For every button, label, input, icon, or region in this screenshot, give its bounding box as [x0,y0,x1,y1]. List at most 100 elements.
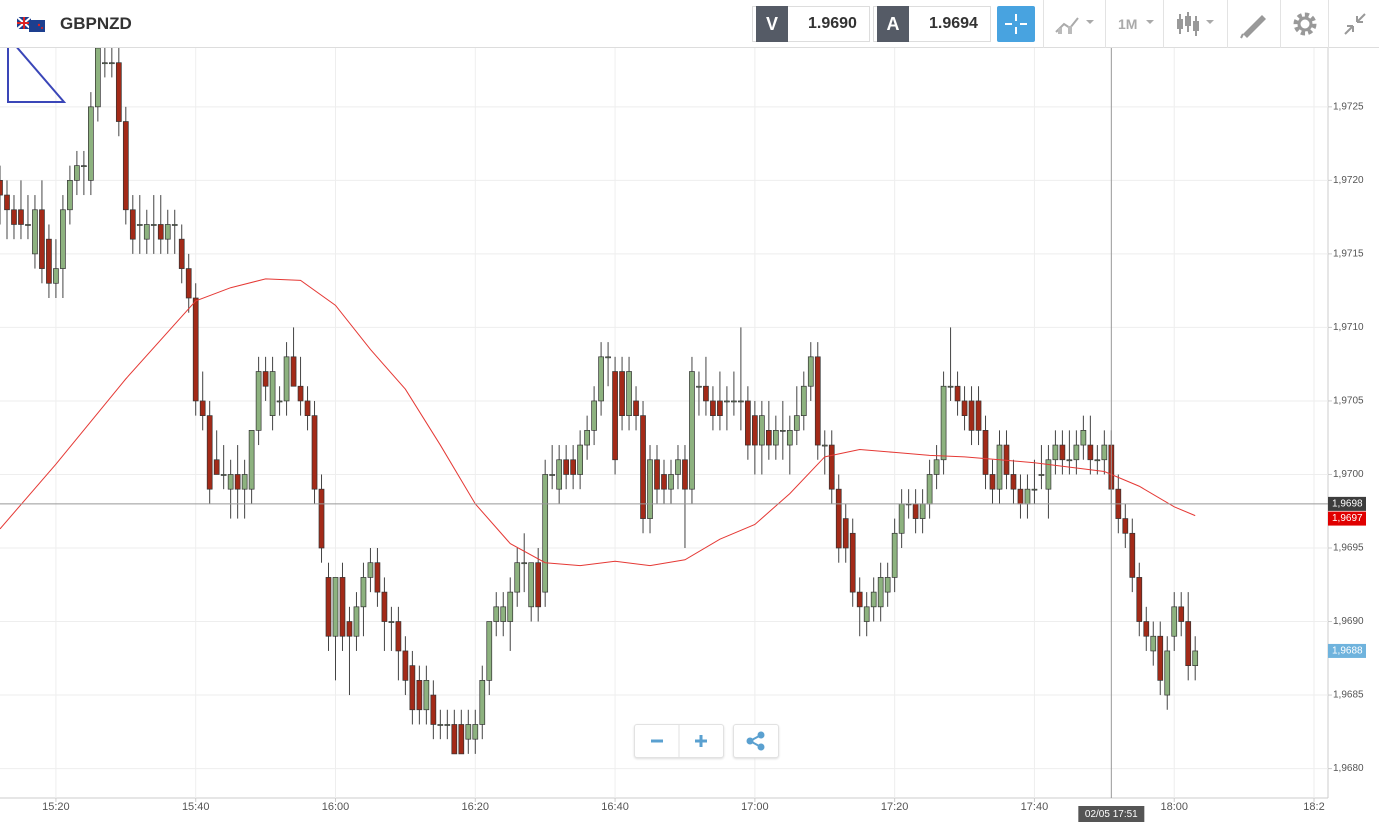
candle-body [444,724,451,726]
candle-body [682,459,688,490]
share-button[interactable] [733,724,779,758]
x-tick-label: 18:00 [1160,801,1188,813]
candle-body [619,371,625,416]
candle-body [1164,650,1171,696]
candle-body [863,606,870,622]
grid: 1,9680 1,9685 1,9690 1,9695 1,9700 1,9705 1,97… [0,48,1364,813]
settings-button[interactable] [1280,0,1329,48]
candle-body [1108,444,1115,490]
candle-body [1031,488,1038,491]
candle-body [514,562,521,593]
dropdown-icon [1146,20,1154,24]
candle-body [290,356,297,387]
draw-button[interactable] [1227,0,1281,48]
x-tick-label: 17:20 [881,801,909,813]
candle-body [164,224,171,240]
candle-body [856,591,863,608]
price-label-box [1328,511,1366,526]
candle-body [724,400,730,403]
candle-body [122,121,129,211]
candle-body [416,680,423,711]
price-label-box [1328,496,1366,511]
candle-body [542,474,549,593]
candle-body [933,459,940,475]
candle-body [234,474,241,490]
candle-body [32,209,38,255]
chart-type-button[interactable] [1043,0,1106,48]
candle-body [905,503,912,506]
candle-body [689,371,695,490]
x-tick-label: 15:20 [42,801,70,813]
candle-body [654,459,660,490]
x-tick-label: 16:00 [322,801,350,813]
candle-body [891,532,898,578]
candle-body [60,209,66,269]
timeframe: 1M [1118,16,1138,32]
candle-body [88,106,94,181]
candle-body [1171,606,1178,637]
candle-body [912,503,919,519]
candle-body [25,224,31,226]
draw-icon [1240,15,1266,39]
candle-body [612,371,618,461]
marks: 02/05 17:51 1,9698 1,9697 1,9688 [0,47,1366,822]
candle-body [842,518,849,549]
candle-body [563,459,569,475]
candle-body [206,415,213,490]
candle-body [745,400,751,446]
symbol[interactable]: GBPNZD [60,14,132,33]
crosshair-time-box [1078,806,1145,822]
chart-type-icon [1055,17,1094,34]
candle-body [81,165,87,167]
bid-tag: V [756,6,788,42]
x-tick-label: 17:40 [1021,801,1049,813]
candle-body [1073,444,1080,461]
candle-body [1024,488,1031,505]
collapse-button[interactable] [1328,0,1379,48]
candle-body [814,356,821,446]
x-tick-label: 18:2 [1303,801,1324,813]
candle-body [374,562,381,593]
candle-body [241,474,248,490]
candle-body [11,209,17,225]
candle-body [1003,444,1010,475]
price-label-box [1328,643,1366,658]
x-tick-label: 15:40 [182,801,210,813]
timeframe-button[interactable] [1105,0,1164,48]
candle-body [926,474,933,505]
candle-icon [1177,12,1214,36]
candle-body [46,238,52,284]
candle-body [171,224,178,226]
candle-body [430,694,437,725]
candle-body [95,47,101,108]
candle-body [772,430,779,446]
candle-button[interactable] [1163,0,1228,48]
candle-body [332,577,339,637]
candle-body [493,606,500,622]
candle-body [1038,474,1045,476]
candle-body [591,400,597,431]
zoom-icons[interactable] [635,725,723,757]
crosshair-button[interactable] [997,6,1035,42]
candle-body [1129,532,1136,578]
candle-body [262,371,269,387]
candle-body [150,224,157,226]
settings-icon [1293,12,1317,36]
candle-body [528,562,535,608]
candle-body [849,532,856,593]
candle-body [388,621,395,623]
candle-body [1059,444,1066,461]
candle-body [4,194,10,211]
y-tick-label: 1,9695 [1333,543,1364,554]
candle-body [584,430,590,446]
candle-body [731,400,737,403]
candle-body [67,180,73,211]
candle-body [346,621,353,637]
candle-body [1143,621,1150,637]
moving-average-line [0,278,1196,567]
candle-body [661,474,667,490]
candle-body [549,474,556,476]
candle-body [577,444,583,475]
candle-body [765,430,772,446]
